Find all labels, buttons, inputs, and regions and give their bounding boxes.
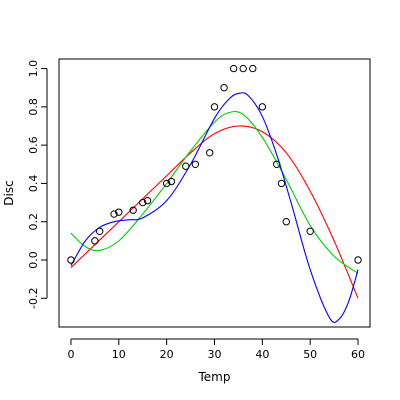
data-point — [210, 103, 219, 111]
data-point — [110, 210, 118, 218]
data-point — [258, 103, 267, 111]
x-tick-label: 30 — [208, 348, 222, 361]
fit-curve-2 — [70, 110, 359, 274]
data-point — [162, 179, 171, 188]
data-point — [191, 160, 200, 168]
fit-curve-1 — [70, 125, 359, 299]
data-point — [206, 149, 214, 157]
x-tick-label: 40 — [255, 348, 269, 361]
data-point — [354, 256, 362, 264]
data-point — [182, 162, 190, 170]
data-point — [91, 237, 99, 245]
fit-curves — [70, 92, 359, 324]
data-point — [282, 218, 290, 226]
data-point — [167, 177, 176, 186]
y-tick-label: 0.8 — [27, 98, 40, 116]
data-point — [306, 227, 314, 235]
x-tick-label: 60 — [351, 348, 365, 361]
y-tick-label: 0.0 — [27, 251, 40, 269]
y-axis: -0.2 0.0 0.2 0.4 0.6 0.8 1.0 — [27, 60, 48, 309]
data-point — [249, 64, 257, 73]
y-tick-label: -0.2 — [27, 288, 40, 309]
y-tick-label: 0.6 — [27, 136, 40, 154]
plot-frame — [58, 58, 371, 328]
data-point — [220, 84, 228, 92]
data-point — [129, 206, 137, 214]
data-point — [139, 198, 147, 207]
y-tick-label: 1.0 — [27, 60, 40, 78]
y-tick-label: 0.4 — [27, 175, 40, 193]
x-tick-label: 20 — [160, 348, 174, 361]
data-point — [115, 208, 123, 216]
data-point — [273, 160, 281, 168]
fit-curve-3 — [70, 92, 359, 324]
x-axis-title: Temp — [198, 370, 231, 384]
data-points — [67, 64, 362, 264]
data-point — [239, 64, 247, 73]
data-point — [67, 256, 75, 264]
y-tick-label: 0.2 — [27, 213, 40, 231]
data-point — [143, 196, 152, 205]
x-tick-label: 10 — [112, 348, 126, 361]
x-axis: 0 10 20 30 40 50 60 — [67, 338, 365, 361]
data-point — [95, 227, 104, 235]
x-tick-label: 50 — [303, 348, 317, 361]
data-point — [277, 179, 286, 188]
y-axis-title: Disc — [2, 180, 16, 205]
x-tick-label: 0 — [67, 348, 74, 361]
data-point — [229, 64, 238, 73]
